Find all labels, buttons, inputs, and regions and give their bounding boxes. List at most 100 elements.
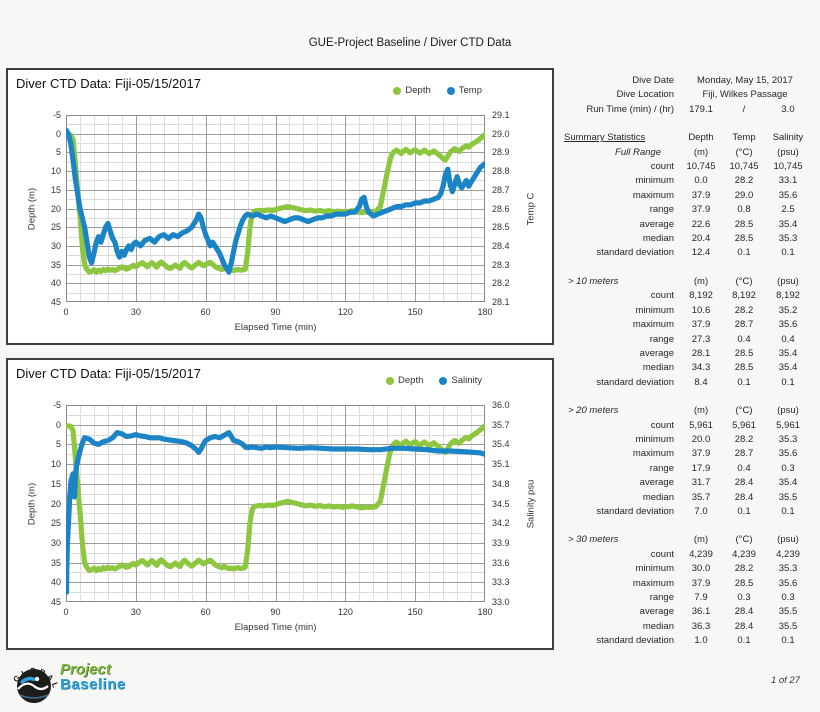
- stat-salinity-value: 0.3: [781, 592, 795, 603]
- stat-temp-value: 0.8: [737, 204, 751, 216]
- stats-unit: (psu): [777, 146, 799, 158]
- stat-temp-value: 0.3: [737, 592, 751, 603]
- stats-row: Full Range (m) (°C) (psu): [563, 146, 817, 160]
- legend-dot: [393, 86, 402, 95]
- stat-depth-value: 17.9: [691, 462, 711, 474]
- info-value: 179.1: [689, 103, 713, 115]
- y-left-tick-label: 0: [55, 128, 61, 139]
- stats-row: median 34.3 28.5 35.4: [563, 361, 817, 375]
- stat-depth-value: 37.9: [691, 577, 711, 589]
- stats-row: average 22.6 28.5 35.4: [563, 218, 817, 232]
- stat-name: average: [639, 218, 674, 230]
- y-right-tick-label: 28.1: [492, 297, 510, 307]
- stats-row: range 17.9 0.4 0.3: [563, 462, 817, 476]
- y-right-tick-label: 36.0: [492, 400, 510, 410]
- y-right-tick-label: 28.4: [492, 240, 510, 251]
- legend-label: Temp: [458, 85, 482, 96]
- y-left-tick-label: 10: [50, 166, 61, 177]
- stats-unit: (°C): [735, 405, 753, 417]
- y-right-tick-label: 29.1: [492, 110, 510, 120]
- stats-gap: [563, 261, 817, 275]
- stats-section-title: > 20 meters: [568, 405, 619, 417]
- series-depth: [66, 422, 485, 574]
- stats-row: median 36.3 28.4 35.5: [563, 620, 817, 634]
- stats-row: > 30 meters (m) (°C) (psu): [563, 533, 817, 547]
- stat-name: range: [649, 204, 674, 216]
- stats-column-header: Depth: [688, 132, 714, 144]
- y-left-tick-label: 25: [50, 518, 61, 529]
- legend-item-depth: Depth: [393, 85, 431, 96]
- stat-depth-value: 27.3: [691, 333, 711, 345]
- stat-depth-value: 37.9: [691, 204, 711, 216]
- stat-salinity-value: 33.1: [778, 175, 798, 187]
- stats-row: Dive Location Fiji, Wilkes Passage: [563, 88, 817, 102]
- stat-name: median: [642, 233, 674, 245]
- y-right-axis-title: Temp C: [525, 192, 537, 225]
- stat-temp-value: 28.2: [734, 175, 754, 187]
- stat-depth-value: 8,192: [689, 290, 713, 302]
- stat-salinity-value: 35.3: [778, 563, 798, 575]
- stat-depth-value: 34.3: [691, 362, 711, 374]
- info-value: Fiji, Wilkes Passage: [702, 89, 788, 101]
- stat-temp-value: 28.4: [734, 620, 754, 632]
- y-left-tick-label: 10: [50, 459, 61, 470]
- stat-salinity-value: 35.4: [778, 347, 798, 359]
- stats-row: median 35.7 28.4 35.5: [563, 491, 817, 505]
- stat-temp-value: 28.4: [734, 491, 754, 503]
- stat-temp-value: 28.5: [734, 218, 754, 230]
- x-tick-label: 180: [477, 307, 493, 317]
- stat-name: standard deviation: [596, 505, 674, 517]
- stats-row: standard deviation 1.0 0.1 0.1: [563, 634, 817, 648]
- info-value: 3.0: [781, 103, 795, 115]
- stat-depth-value: 0.0: [694, 175, 708, 187]
- stats-row: average 36.1 28.4 35.5: [563, 605, 817, 619]
- info-label: Run Time (min) / (hr): [586, 103, 674, 115]
- stat-name: average: [639, 347, 674, 359]
- stat-name: standard deviation: [596, 376, 674, 388]
- info-value: Monday, May 15, 2017: [697, 75, 793, 86]
- stat-depth-value: 20.0: [691, 433, 711, 445]
- y-left-tick-label: -5: [52, 110, 61, 120]
- stat-name: count: [650, 548, 674, 560]
- stat-name: count: [650, 290, 674, 302]
- stats-row: count 8,192 8,192 8,192: [563, 289, 817, 303]
- stat-temp-value: 28.4: [734, 477, 754, 489]
- y-right-tick-label: 28.5: [492, 222, 510, 233]
- stat-temp-value: 4,239: [732, 548, 756, 560]
- stat-depth-value: 36.3: [691, 620, 711, 632]
- y-right-tick-label: 28.2: [492, 278, 510, 289]
- y-right-axis-title: Salinity psu: [525, 479, 537, 528]
- stat-salinity-value: 10,745: [773, 161, 803, 173]
- y-right-tick-label: 33.0: [492, 597, 510, 607]
- stats-row: minimum 20.0 28.2 35.3: [563, 433, 817, 447]
- stat-temp-value: 28.5: [734, 233, 754, 245]
- y-left-tick-label: 25: [50, 222, 61, 233]
- stat-temp-value: 8,192: [732, 290, 756, 302]
- stats-row: maximum 37.9 29.0 35.6: [563, 189, 817, 203]
- stat-temp-value: 28.2: [734, 304, 754, 316]
- stats-section-title: > 10 meters: [568, 275, 619, 287]
- series-depth: [66, 131, 485, 275]
- stats-unit: (psu): [777, 405, 799, 417]
- stat-temp-value: 28.2: [734, 433, 754, 445]
- stat-salinity-value: 35.6: [778, 319, 798, 331]
- stat-temp-value: 0.1: [737, 635, 751, 647]
- stats-row: Run Time (min) / (hr) 179.1 / 3.0: [563, 103, 817, 117]
- stat-temp-value: 28.5: [734, 362, 754, 374]
- y-right-tick-label: 34.2: [492, 518, 510, 529]
- y-left-tick-label: 5: [55, 439, 61, 450]
- global-underwater-explorers-logo-icon: GLOBAL: [12, 666, 58, 703]
- stat-salinity-value: 0.1: [781, 247, 795, 259]
- stat-temp-value: 0.1: [737, 505, 751, 517]
- info-label: Dive Date: [632, 75, 674, 86]
- stat-name: standard deviation: [596, 247, 674, 259]
- stat-name: count: [650, 161, 674, 173]
- stat-name: standard deviation: [596, 635, 674, 647]
- y-left-tick-label: 5: [55, 147, 61, 158]
- stat-depth-value: 10,745: [686, 161, 716, 173]
- stat-salinity-value: 35.5: [778, 491, 798, 503]
- stat-salinity-value: 35.6: [778, 448, 798, 460]
- stat-name: maximum: [632, 319, 674, 331]
- stats-gap: [563, 519, 817, 533]
- stats-row: maximum 37.9 28.5 35.6: [563, 577, 817, 591]
